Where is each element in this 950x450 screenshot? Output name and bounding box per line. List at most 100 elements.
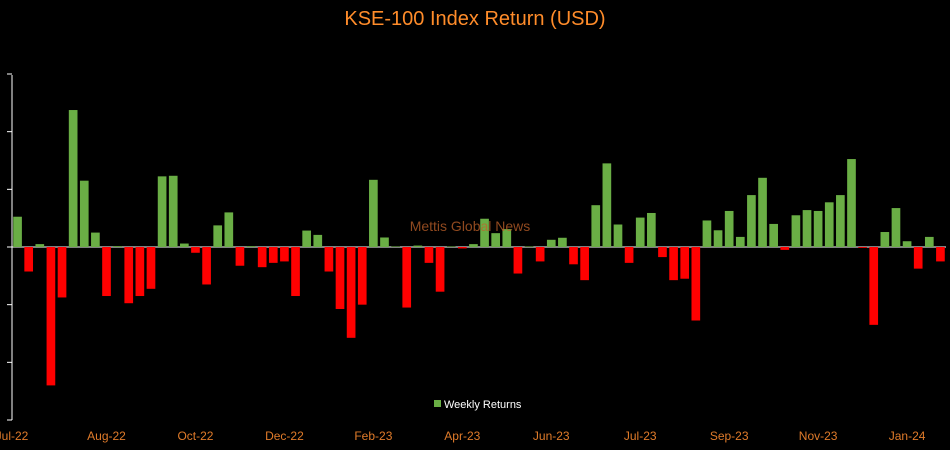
bar	[324, 247, 334, 272]
bar	[402, 247, 412, 308]
bar	[580, 247, 589, 281]
bar	[57, 247, 67, 298]
bar	[79, 180, 89, 247]
bar	[357, 247, 367, 305]
bar	[691, 247, 701, 321]
bar	[591, 205, 601, 247]
bar	[769, 223, 778, 247]
bar	[647, 212, 656, 247]
bar	[302, 230, 311, 247]
bar	[669, 247, 678, 281]
bar	[902, 241, 912, 247]
bar	[824, 202, 834, 247]
bar	[924, 236, 934, 247]
x-tick-label: Aug-22	[87, 429, 126, 443]
bar	[313, 234, 323, 247]
bar	[891, 208, 901, 247]
x-tick-label: Feb-23	[354, 429, 392, 443]
bar	[369, 179, 378, 247]
bar	[936, 247, 945, 262]
legend: Weekly Returns	[434, 399, 522, 411]
x-tick-label: Dec-22	[265, 429, 304, 443]
bar	[913, 247, 923, 269]
bar	[157, 176, 167, 247]
bar	[246, 246, 256, 247]
bar	[168, 175, 178, 247]
bar	[613, 224, 623, 247]
bar	[480, 218, 489, 247]
bar	[91, 232, 100, 247]
bar	[413, 245, 423, 247]
bar	[380, 237, 389, 248]
bar	[46, 247, 56, 386]
bar	[847, 159, 856, 247]
bar	[524, 246, 534, 247]
bar	[191, 247, 200, 253]
bar	[558, 237, 567, 247]
bar	[280, 247, 289, 262]
bars	[13, 110, 945, 386]
bar	[546, 239, 556, 247]
bar	[535, 247, 545, 262]
bar	[346, 247, 356, 338]
bar	[747, 195, 756, 247]
bar	[624, 247, 634, 263]
x-tick-label: Jul-22	[0, 429, 29, 443]
bar	[724, 210, 734, 247]
bar	[680, 247, 690, 279]
bar	[880, 232, 890, 247]
bar	[213, 225, 223, 248]
axes	[7, 73, 946, 421]
bar	[469, 244, 478, 247]
bar	[35, 244, 45, 247]
bar	[569, 247, 578, 265]
bar	[446, 246, 456, 247]
bar	[335, 247, 345, 309]
bar	[780, 247, 790, 250]
x-tick-label: Apr-23	[444, 429, 480, 443]
bar	[135, 247, 145, 297]
bar	[13, 216, 22, 247]
bar	[424, 247, 434, 263]
x-tick-label: Sep-23	[710, 429, 749, 443]
bar	[602, 163, 612, 247]
x-tick-label: Jun-23	[533, 429, 570, 443]
legend-swatch	[434, 400, 441, 407]
bar	[102, 247, 111, 297]
bar	[180, 243, 189, 247]
watermark: Mettis Global News	[410, 218, 531, 234]
bar	[658, 247, 667, 258]
bar	[502, 229, 512, 247]
bar	[735, 236, 745, 247]
bar	[491, 233, 501, 247]
bar	[224, 212, 234, 247]
bar	[68, 110, 78, 247]
bar	[235, 247, 245, 266]
bar	[391, 246, 400, 247]
x-tick-label: Jul-23	[624, 429, 657, 443]
bar	[257, 247, 267, 268]
bar	[836, 195, 845, 247]
bar	[858, 247, 867, 248]
x-tick-label: Oct-22	[177, 429, 213, 443]
bar	[268, 247, 278, 263]
bar	[869, 247, 879, 325]
bar	[813, 210, 823, 247]
bar	[802, 210, 812, 247]
bar	[124, 247, 134, 304]
x-tick-labels: Jul-22 Aug-22 Oct-22 Dec-22 Feb-23 Apr-23 Jun-…	[0, 429, 926, 443]
x-tick-label: Nov-23	[799, 429, 838, 443]
bar	[513, 247, 523, 274]
bar	[435, 247, 445, 292]
legend-label: Weekly Returns	[444, 399, 522, 411]
bar	[791, 215, 801, 247]
bar	[635, 217, 645, 247]
bar	[457, 247, 467, 249]
bar	[713, 230, 723, 247]
chart-title: KSE-100 Index Return (USD)	[344, 8, 606, 30]
bar	[291, 247, 300, 297]
bar	[113, 246, 122, 247]
bar	[702, 220, 712, 247]
bar	[758, 177, 767, 247]
